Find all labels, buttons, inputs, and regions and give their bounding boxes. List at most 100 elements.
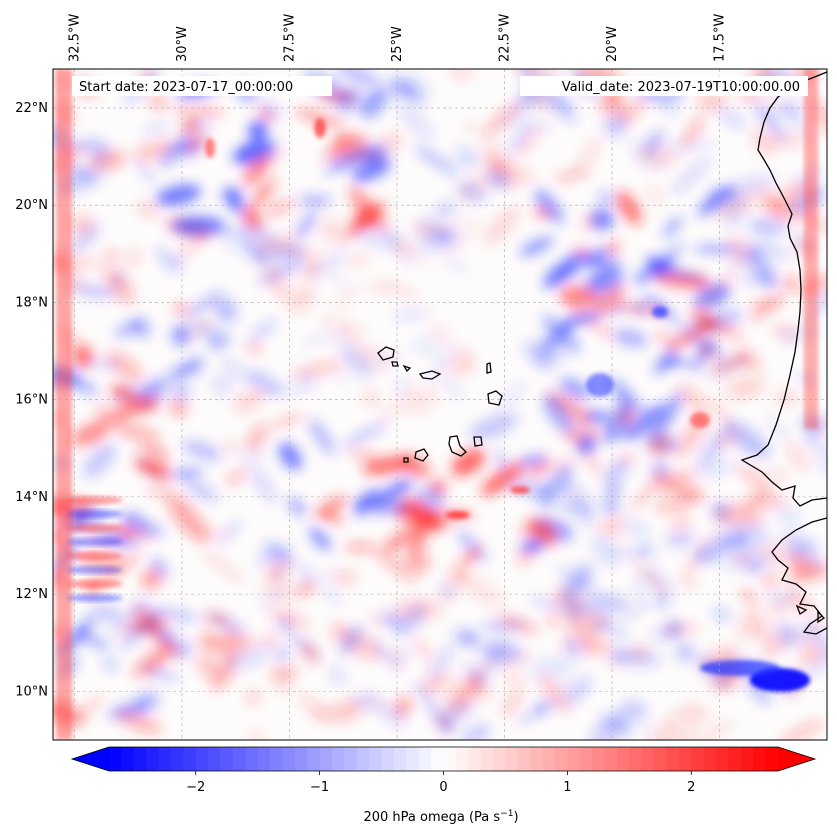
colorbar-step — [740, 747, 754, 771]
colorbar-step — [220, 747, 234, 771]
field-blob — [413, 227, 461, 253]
field-blob — [516, 525, 558, 535]
field-blob — [137, 202, 158, 217]
field-core — [690, 412, 710, 428]
field-core — [446, 511, 470, 519]
colorbar-step — [455, 747, 469, 771]
field-blob — [172, 107, 226, 116]
field-blob — [155, 184, 201, 206]
boundary-ripple — [67, 510, 123, 518]
field-blob — [400, 72, 431, 102]
boundary-ripple — [67, 524, 123, 532]
field-blob — [468, 659, 497, 682]
field-blob — [681, 115, 705, 148]
colorbar-step — [257, 747, 271, 771]
lon-tick-label: 30°W — [175, 26, 190, 62]
colorbar-tick-label: 0 — [439, 780, 447, 795]
field-blob — [348, 187, 388, 231]
field-blob — [239, 126, 271, 163]
field-blob — [787, 442, 809, 472]
field-blob — [257, 260, 307, 284]
field-blob — [382, 524, 426, 552]
field-blob — [794, 656, 808, 669]
field-blob — [774, 503, 802, 527]
field-blob — [664, 139, 715, 153]
island-sao-nicolau — [418, 370, 442, 380]
field-blob — [443, 257, 469, 272]
field-blob — [406, 386, 440, 416]
field-blob — [188, 317, 213, 340]
field-blob — [330, 622, 348, 641]
field-blob — [299, 694, 333, 722]
field-core — [205, 138, 215, 158]
field-blob — [106, 249, 119, 261]
field-blob — [269, 414, 305, 428]
field-blob — [775, 388, 799, 406]
lon-tick-label: 27.5°W — [283, 14, 298, 62]
field-blob — [588, 246, 613, 269]
field-blob — [456, 353, 475, 374]
field-blob — [349, 206, 377, 239]
colorbar-steps — [109, 747, 779, 771]
field-blob — [420, 672, 452, 696]
field-blob — [483, 206, 521, 246]
field-blob — [457, 530, 488, 562]
valid-date-label: Valid_date: 2023-07-19T10:00:00.00 — [562, 80, 800, 95]
field-blob — [125, 249, 141, 266]
field-blob — [756, 240, 791, 260]
island-sao-vicente — [391, 361, 399, 367]
valid-date-box — [520, 76, 808, 96]
field-blob — [147, 485, 176, 498]
field-blob — [246, 690, 260, 705]
field-core — [586, 373, 614, 397]
field-blob — [630, 473, 664, 512]
field-blob — [273, 670, 294, 692]
lat-tick-label: 12°N — [15, 587, 48, 602]
field-blob — [291, 361, 345, 378]
field-blob — [297, 196, 332, 205]
colorbar-step — [319, 747, 333, 771]
colorbar-step — [183, 747, 197, 771]
field-blob — [757, 632, 793, 663]
field-blob — [225, 645, 273, 671]
colorbar-step — [307, 747, 321, 771]
field-blob — [752, 101, 788, 142]
field-blob — [668, 511, 693, 534]
field-blob — [441, 700, 474, 722]
field-core — [314, 118, 326, 138]
field-blob — [271, 571, 284, 580]
field-blob — [94, 148, 110, 166]
map-frame — [52, 68, 828, 741]
field-blob — [542, 394, 575, 434]
field-blob — [181, 118, 200, 136]
colorbar-tick-label: 1 — [563, 780, 571, 795]
field-blob — [718, 108, 745, 129]
colorbar-label-text: 200 hPa omega (Pa s — [363, 810, 500, 825]
field-blob — [573, 137, 602, 177]
colorbar-label: 200 hPa omega (Pa s−1) — [363, 809, 518, 825]
field-blob — [237, 450, 266, 460]
field-blob — [330, 665, 345, 686]
colorbar-step — [468, 747, 482, 771]
field-blob — [461, 724, 491, 740]
lat-tick-label: 16°N — [15, 393, 48, 408]
field-blob — [597, 191, 615, 206]
colorbar-step — [344, 747, 358, 771]
field-blob — [766, 415, 790, 443]
colorbar-extend-max — [778, 747, 815, 771]
field-blob — [130, 426, 161, 441]
field-core — [700, 660, 780, 676]
colorbar-step — [765, 747, 779, 771]
field-blob — [566, 621, 612, 655]
field-blob — [504, 669, 524, 688]
colorbar-ticks: −2 −1 0 1 2 — [186, 771, 695, 795]
field-blob — [320, 313, 336, 330]
colorbar-step — [728, 747, 742, 771]
field-blob — [723, 176, 777, 196]
field-blob — [457, 185, 488, 203]
field-blob — [390, 77, 423, 106]
colorbar-step — [245, 747, 259, 771]
field-blob — [248, 463, 276, 504]
field-blob — [132, 643, 174, 677]
west-boundary-band — [56, 69, 72, 740]
